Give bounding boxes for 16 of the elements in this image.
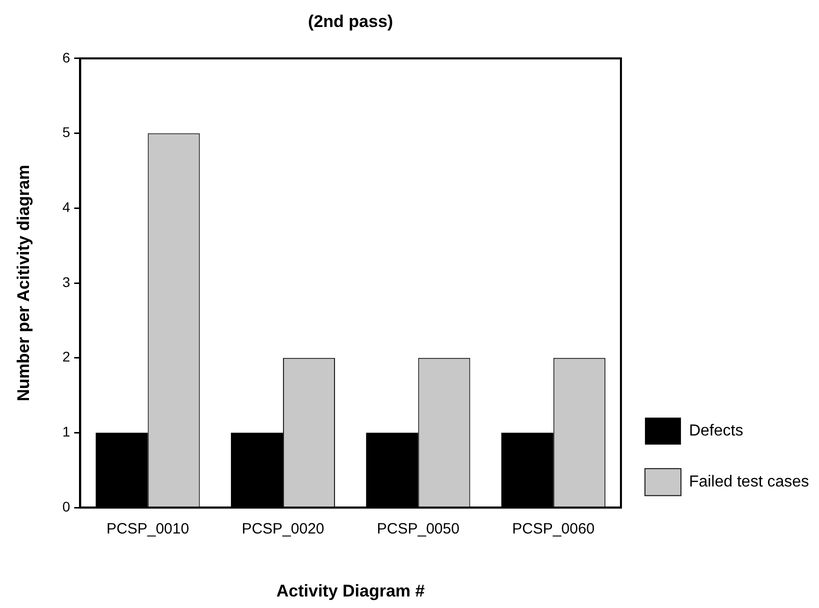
legend-label: Defects (688, 422, 744, 440)
x-tick-label: PCSP_0020 (242, 520, 324, 538)
y-axis-title: Number per Acitivity diagram (14, 164, 33, 402)
y-tick-label: 1 (62, 424, 70, 440)
y-tick-label: 3 (62, 274, 70, 290)
y-tick-label: 5 (62, 124, 70, 140)
x-tick-label: PCSP_0010 (106, 520, 190, 538)
y-tick-label: 6 (62, 49, 70, 66)
x-tick-label: PCSP_0050 (376, 520, 460, 538)
y-tick-label: 0 (62, 498, 70, 514)
y-tick-label: 4 (62, 198, 70, 215)
x-tick-label: PCSP_0060 (512, 520, 595, 538)
y-tick-label: 2 (62, 348, 70, 365)
x-axis-title: Activity Diagram # (276, 581, 426, 600)
chart-title: (2nd pass) (308, 12, 394, 31)
legend-label: Failed test cases (688, 474, 810, 491)
